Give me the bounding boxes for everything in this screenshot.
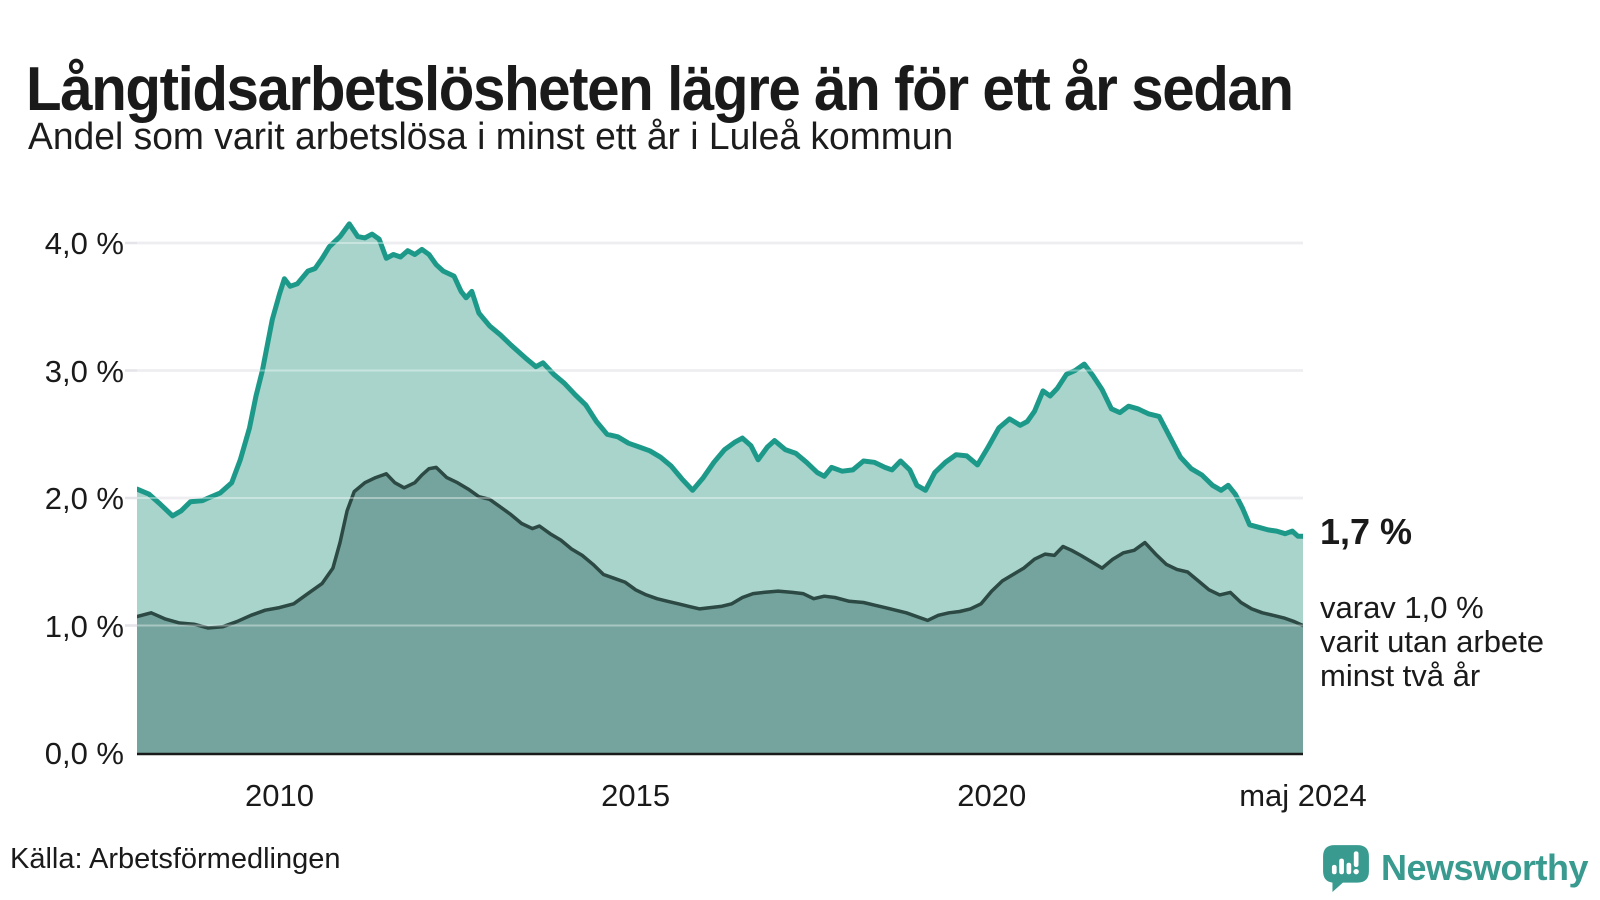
end-value-annotation: 1,7 % varav 1,0 % varit utan arbete mins… (1320, 511, 1590, 693)
y-axis-label: 0,0 % (44, 736, 124, 771)
newsworthy-wordmark: Newsworthy (1380, 847, 1589, 888)
y-axis-label: 1,0 % (44, 608, 124, 644)
x-axis-label: maj 2024 (1239, 778, 1367, 813)
end-value-label: 1,7 % (1320, 511, 1413, 552)
x-axis-label: 2015 (601, 778, 671, 813)
y-axis-label: 4,0 % (44, 226, 124, 261)
detail-line-3: minst två år (1320, 658, 1481, 693)
detail-line-2: varit utan arbete (1320, 624, 1545, 659)
newsworthy-brand: Newsworthy (1321, 843, 1589, 893)
y-axis-label: 2,0 % (44, 481, 124, 516)
area-fill-two-years (137, 467, 1303, 753)
series-line-one-year (137, 221, 1303, 539)
x-axis-label: 2020 (957, 778, 1027, 813)
chart-subtitle: Andel som varit arbetslösa i minst ett å… (28, 116, 954, 158)
y-axis-label: 3,0 % (44, 353, 124, 389)
end-value-detail: varav 1,0 % varit utan arbete minst två … (1320, 591, 1590, 693)
x-axis-label: 2010 (244, 778, 314, 813)
series-line-two-years (137, 465, 1303, 630)
newsworthy-logo-icon (1323, 845, 1369, 892)
detail-line-1: varav 1,0 % (1320, 590, 1484, 625)
page-title: Långtidsarbetslösheten lägre än för ett … (26, 54, 1294, 124)
source-note: Källa: Arbetsförmedlingen (10, 843, 341, 875)
